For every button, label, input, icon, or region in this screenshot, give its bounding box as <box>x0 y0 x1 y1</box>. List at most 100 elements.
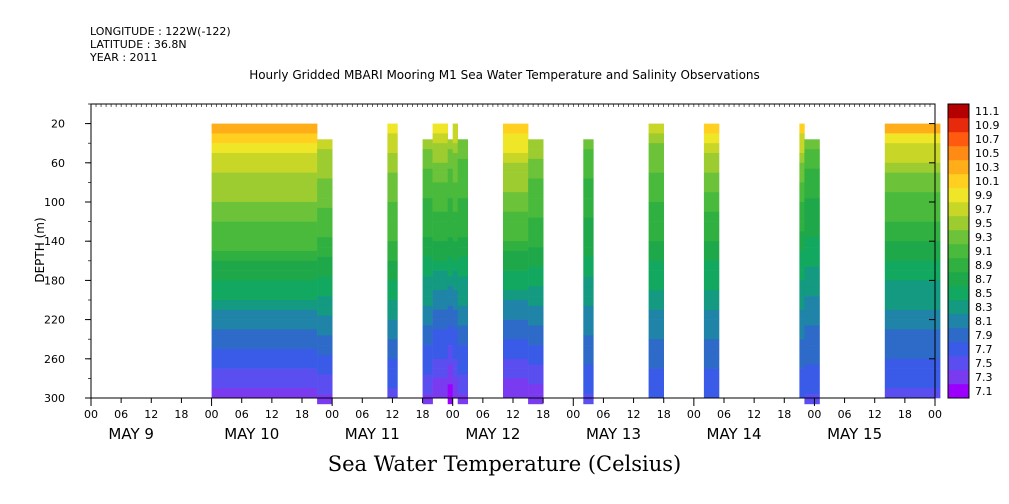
heatmap-cell <box>583 384 594 395</box>
heatmap-cell <box>457 364 468 375</box>
heatmap-cell <box>432 182 448 193</box>
heatmap-cell <box>432 378 448 389</box>
heatmap-cell <box>211 162 318 173</box>
heatmap-cell <box>804 158 820 169</box>
data-segment-3 <box>422 139 433 405</box>
heatmap-cell <box>457 168 468 179</box>
heatmap-cell <box>804 394 820 405</box>
data-segment-13 <box>799 123 805 399</box>
heatmap-cell <box>804 296 820 307</box>
heatmap-cell <box>884 378 941 389</box>
heatmap-cell <box>703 221 720 232</box>
y-tick-label: 260 <box>44 353 65 366</box>
heatmap-cell <box>528 374 544 385</box>
colorbar-swatch <box>948 342 969 357</box>
colorbar-swatch <box>948 300 969 315</box>
heatmap-cell <box>884 290 941 301</box>
heatmap-cell <box>703 290 720 301</box>
x-tick-label: 00 <box>446 408 460 421</box>
heatmap-cell <box>447 345 453 356</box>
heatmap-cell <box>447 276 453 287</box>
heatmap-cell <box>648 192 664 203</box>
x-tick-label: 00 <box>205 408 219 421</box>
heatmap-cell <box>387 153 398 164</box>
chart-title: Hourly Gridded MBARI Mooring M1 Sea Wate… <box>249 68 760 82</box>
heatmap-cell <box>799 231 805 242</box>
heatmap-cell <box>799 358 805 369</box>
heatmap-cell <box>503 133 529 144</box>
heatmap-cell <box>447 247 453 258</box>
heatmap-cell <box>211 202 318 213</box>
heatmap-cell <box>452 260 458 271</box>
heatmap-cell <box>432 202 448 213</box>
heatmap-cell <box>799 290 805 301</box>
heatmap-cell <box>804 345 820 356</box>
heatmap-cell <box>447 256 453 267</box>
heatmap-cell <box>422 335 433 346</box>
heatmap-cell <box>703 162 720 173</box>
heatmap-cell <box>703 153 720 164</box>
heatmap-cell <box>317 305 333 316</box>
heatmap-cell <box>317 168 333 179</box>
heatmap-cell <box>804 207 820 218</box>
heatmap-cell <box>387 388 398 399</box>
heatmap-cell <box>457 149 468 160</box>
heatmap-cell <box>528 394 544 405</box>
heatmap-cell <box>503 241 529 252</box>
colorbar-swatch <box>948 146 969 161</box>
heatmap-cell <box>447 188 453 199</box>
heatmap-cell <box>799 211 805 222</box>
heatmap-cell <box>432 300 448 311</box>
heatmap-cell <box>528 345 544 356</box>
heatmap-cell <box>503 349 529 360</box>
heatmap-cell <box>457 335 468 346</box>
data-segment-10 <box>583 139 594 405</box>
heatmap-cell <box>422 168 433 179</box>
colorbar-label: 8.9 <box>975 259 993 272</box>
heatmap-cell <box>583 198 594 209</box>
heatmap-cell <box>648 378 664 389</box>
heatmap-cell <box>528 335 544 346</box>
heatmap-cell <box>317 237 333 248</box>
heatmap-cell <box>452 123 458 134</box>
longitude-label: LONGITUDE : 122W(-122) <box>90 25 231 38</box>
heatmap-cell <box>457 374 468 385</box>
heatmap-cell <box>528 325 544 336</box>
heatmap-cell <box>799 319 805 330</box>
heatmap-cell <box>648 329 664 340</box>
heatmap-cell <box>457 207 468 218</box>
colorbar-swatch <box>948 314 969 329</box>
heatmap-cell <box>317 384 333 395</box>
heatmap-cell <box>884 349 941 360</box>
heatmap-cell <box>503 319 529 330</box>
colorbar-label: 11.1 <box>975 105 1000 118</box>
heatmap-cell <box>503 202 529 213</box>
heatmap-cell <box>447 394 453 405</box>
colorbar-label: 9.9 <box>975 189 993 202</box>
heatmap-cell <box>387 143 398 154</box>
colorbar-swatch <box>948 118 969 133</box>
heatmap-cell <box>804 188 820 199</box>
heatmap-cell <box>503 368 529 379</box>
latitude-label: LATITUDE : 36.8N <box>90 38 187 51</box>
heatmap-cell <box>317 276 333 287</box>
heatmap-cell <box>884 123 941 134</box>
heatmap-cell <box>799 192 805 203</box>
heatmap-cell <box>447 237 453 248</box>
heatmap-cell <box>799 388 805 399</box>
heatmap-cell <box>804 247 820 258</box>
y-tick-label: 300 <box>44 392 65 405</box>
heatmap-cell <box>317 286 333 297</box>
colorbar-label: 10.7 <box>975 133 1000 146</box>
heatmap-cell <box>804 276 820 287</box>
heatmap-cell <box>884 358 941 369</box>
heatmap-cell <box>648 143 664 154</box>
colorbar-swatch <box>948 160 969 175</box>
heatmap-cell <box>447 266 453 277</box>
heatmap-cell <box>884 211 941 222</box>
heatmap-cell <box>422 256 433 267</box>
x-tick-label: 18 <box>777 408 791 421</box>
heatmap-cell <box>317 364 333 375</box>
heatmap-cell <box>211 172 318 183</box>
heatmap-cell <box>503 260 529 271</box>
